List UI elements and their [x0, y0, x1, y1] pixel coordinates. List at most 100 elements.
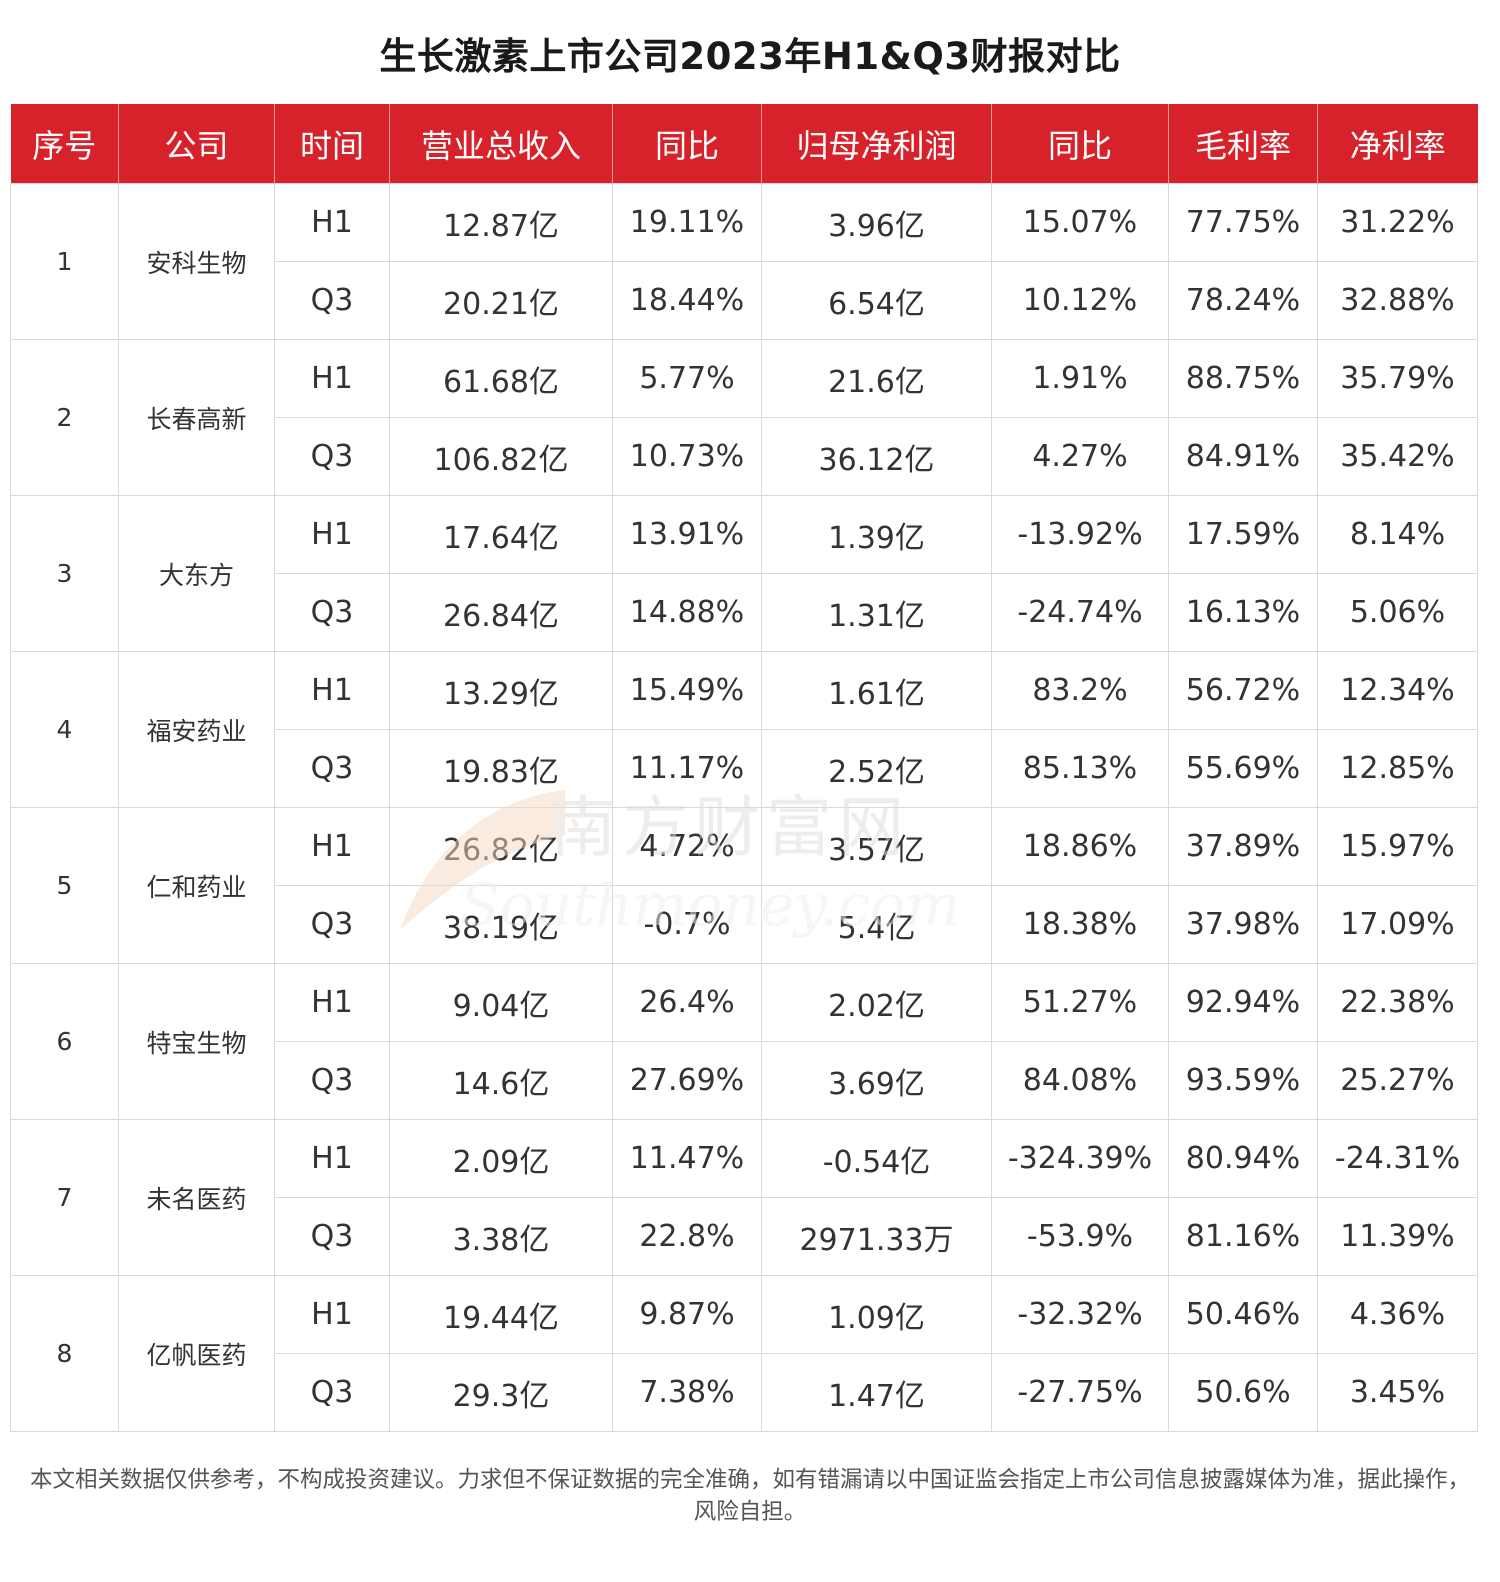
gross-margin-cell: 92.94%	[1168, 963, 1318, 1042]
net-margin-cell: 8.14%	[1317, 495, 1478, 574]
table-row: 3 大东方 H1 17.64亿 13.91% 1.39亿 -13.92% 17.59% 8.14…	[10, 495, 1478, 652]
net-profit-cell: 2971.33万	[761, 1197, 992, 1276]
net-profit-cell: -0.54亿	[761, 1119, 992, 1198]
index-cell: 7	[10, 1119, 119, 1276]
period-cell: H1	[274, 495, 390, 574]
net-profit-cell: 1.47亿	[761, 1353, 992, 1432]
period-cell: Q3	[274, 1041, 390, 1120]
period-cell: H1	[274, 1275, 390, 1354]
column-header-index: 序号	[10, 104, 119, 184]
table-row: Q3 29.3亿 7.38% 1.47亿 -27.75% 50.6% 3.45%	[11, 1353, 1478, 1432]
net-profit-cell: 5.4亿	[761, 885, 992, 964]
revenue-yoy-cell: 10.73%	[612, 417, 762, 496]
revenue-yoy-cell: 22.8%	[612, 1197, 762, 1276]
gross-margin-cell: 56.72%	[1168, 651, 1318, 730]
index-cell: 8	[10, 1275, 119, 1432]
gross-margin-cell: 88.75%	[1168, 339, 1318, 418]
net-profit-yoy-cell: 84.08%	[991, 1041, 1169, 1120]
column-header-period: 时间	[274, 104, 390, 184]
net-profit-yoy-cell: 18.86%	[991, 807, 1169, 886]
period-cell: H1	[274, 183, 390, 262]
net-profit-cell: 2.52亿	[761, 729, 992, 808]
company-cell: 亿帆医药	[118, 1275, 275, 1432]
revenue-yoy-cell: 4.72%	[612, 807, 762, 886]
revenue-cell: 19.83亿	[389, 729, 613, 808]
index-cell: 3	[10, 495, 119, 652]
column-header-revenue-yoy: 同比	[612, 104, 762, 184]
revenue-yoy-cell: 19.11%	[612, 183, 762, 262]
net-profit-yoy-cell: 85.13%	[991, 729, 1169, 808]
revenue-cell: 19.44亿	[389, 1275, 613, 1354]
index-cell: 4	[10, 651, 119, 808]
net-profit-yoy-cell: -324.39%	[991, 1119, 1169, 1198]
revenue-cell: 29.3亿	[389, 1353, 613, 1432]
gross-margin-cell: 78.24%	[1168, 261, 1318, 340]
period-cell: Q3	[274, 261, 390, 340]
period-cell: Q3	[274, 573, 390, 652]
period-cell: H1	[274, 963, 390, 1042]
company-cell: 福安药业	[118, 651, 275, 808]
company-cell: 安科生物	[118, 183, 275, 340]
table-row: Q3 26.84亿 14.88% 1.31亿 -24.74% 16.13% 5.06%	[11, 573, 1478, 652]
net-profit-cell: 1.39亿	[761, 495, 992, 574]
revenue-cell: 13.29亿	[389, 651, 613, 730]
revenue-yoy-cell: 11.17%	[612, 729, 762, 808]
net-margin-cell: 3.45%	[1317, 1353, 1478, 1432]
table-row: 5 仁和药业 H1 26.82亿 4.72% 3.57亿 18.86% 37.89% 15.97…	[10, 807, 1478, 964]
net-margin-cell: -24.31%	[1317, 1119, 1478, 1198]
net-profit-cell: 2.02亿	[761, 963, 992, 1042]
net-profit-yoy-cell: 83.2%	[991, 651, 1169, 730]
net-profit-cell: 3.96亿	[761, 183, 992, 262]
revenue-yoy-cell: -0.7%	[612, 885, 762, 964]
net-profit-cell: 21.6亿	[761, 339, 992, 418]
table-row: 1 安科生物 H1 12.87亿 19.11% 3.96亿 15.07% 77.75% 31.2…	[10, 183, 1478, 340]
period-cell: Q3	[274, 729, 390, 808]
revenue-yoy-cell: 15.49%	[612, 651, 762, 730]
period-cell: Q3	[274, 417, 390, 496]
revenue-yoy-cell: 18.44%	[612, 261, 762, 340]
net-profit-yoy-cell: -27.75%	[991, 1353, 1169, 1432]
table-row: Q3 14.6亿 27.69% 3.69亿 84.08% 93.59% 25.27%	[11, 1041, 1478, 1120]
net-profit-yoy-cell: -13.92%	[991, 495, 1169, 574]
column-header-net-margin: 净利率	[1317, 104, 1478, 184]
revenue-cell: 106.82亿	[389, 417, 613, 496]
net-profit-yoy-cell: 4.27%	[991, 417, 1169, 496]
gross-margin-cell: 37.89%	[1168, 807, 1318, 886]
net-margin-cell: 22.38%	[1317, 963, 1478, 1042]
column-header-gross-margin: 毛利率	[1168, 104, 1318, 184]
financial-comparison-table: 序号 公司 时间 营业总收入 同比 归母净利润 同比 毛利率 净利率 1 安科生物…	[10, 104, 1478, 1432]
index-cell: 5	[10, 807, 119, 964]
disclaimer-text: 本文相关数据仅供参考，不构成投资建议。力求但不保证数据的完全准确，如有错漏请以中…	[30, 1467, 1471, 1525]
revenue-cell: 3.38亿	[389, 1197, 613, 1276]
page-title: 生长激素上市公司2023年H1&Q3财报对比	[379, 35, 1121, 78]
gross-margin-cell: 93.59%	[1168, 1041, 1318, 1120]
company-cell: 仁和药业	[118, 807, 275, 964]
table-row: 7 未名医药 H1 2.09亿 11.47% -0.54亿 -324.39% 80.94% -2…	[10, 1119, 1478, 1276]
revenue-cell: 12.87亿	[389, 183, 613, 262]
net-profit-cell: 1.09亿	[761, 1275, 992, 1354]
company-cell: 长春高新	[118, 339, 275, 496]
company-cell: 特宝生物	[118, 963, 275, 1120]
revenue-cell: 20.21亿	[389, 261, 613, 340]
gross-margin-cell: 16.13%	[1168, 573, 1318, 652]
table-row: Q3 106.82亿 10.73% 36.12亿 4.27% 84.91% 35.42%	[11, 417, 1478, 496]
net-profit-yoy-cell: 18.38%	[991, 885, 1169, 964]
net-margin-cell: 15.97%	[1317, 807, 1478, 886]
net-profit-yoy-cell: 10.12%	[991, 261, 1169, 340]
net-margin-cell: 35.42%	[1317, 417, 1478, 496]
net-margin-cell: 4.36%	[1317, 1275, 1478, 1354]
net-profit-cell: 1.31亿	[761, 573, 992, 652]
column-header-net-profit-yoy: 同比	[991, 104, 1169, 184]
net-profit-yoy-cell: 15.07%	[991, 183, 1169, 262]
index-cell: 6	[10, 963, 119, 1120]
header-row: 序号 公司 时间 营业总收入 同比 归母净利润 同比 毛利率 净利率	[10, 104, 1478, 184]
revenue-cell: 17.64亿	[389, 495, 613, 574]
column-header-net-profit: 归母净利润	[761, 104, 992, 184]
net-profit-cell: 3.69亿	[761, 1041, 992, 1120]
net-margin-cell: 5.06%	[1317, 573, 1478, 652]
gross-margin-cell: 50.6%	[1168, 1353, 1318, 1432]
net-margin-cell: 35.79%	[1317, 339, 1478, 418]
net-profit-cell: 1.61亿	[761, 651, 992, 730]
revenue-cell: 61.68亿	[389, 339, 613, 418]
revenue-yoy-cell: 27.69%	[612, 1041, 762, 1120]
